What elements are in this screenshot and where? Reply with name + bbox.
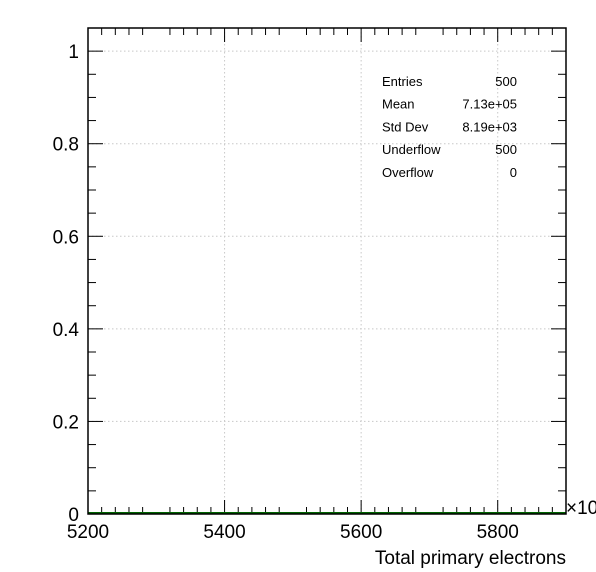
stats-value: 0 — [510, 165, 517, 180]
stats-value: 8.19e+03 — [462, 119, 517, 134]
stats-value: 7.13e+05 — [462, 97, 517, 112]
stats-label: Overflow — [382, 165, 434, 180]
x-tick-label: 5400 — [203, 522, 245, 543]
y-tick-label: 0.2 — [53, 412, 79, 433]
x-tick-label: 5200 — [67, 522, 109, 543]
x-axis-title: Total primary electrons — [375, 548, 566, 569]
stats-box: Entries 500 Mean 7.13e+05 Std Dev 8.19e+03 Und… — [382, 74, 517, 180]
x-exponent-label: ×10 — [566, 498, 596, 519]
stats-label: Entries — [382, 74, 423, 89]
y-tick-label: 0.8 — [53, 135, 79, 156]
x-tick-label: 5800 — [477, 522, 519, 543]
y-tick-label: 0 — [68, 505, 79, 526]
stats-value: 500 — [495, 142, 517, 157]
stats-label: Std Dev — [382, 119, 429, 134]
stats-label: Mean — [382, 97, 415, 112]
frame-background — [88, 28, 566, 514]
stats-label: Underflow — [382, 142, 441, 157]
y-tick-label: 0.6 — [53, 227, 79, 248]
y-tick-label: 0.4 — [53, 320, 80, 341]
y-tick-label: 1 — [68, 42, 79, 63]
frame-border — [87, 27, 567, 515]
x-tick-labels: 5200 5400 5600 5800 — [67, 522, 519, 543]
x-tick-label: 5600 — [340, 522, 382, 543]
stats-value: 500 — [495, 74, 517, 89]
y-tick-labels: 0 0.2 0.4 0.6 0.8 1 — [53, 42, 80, 526]
